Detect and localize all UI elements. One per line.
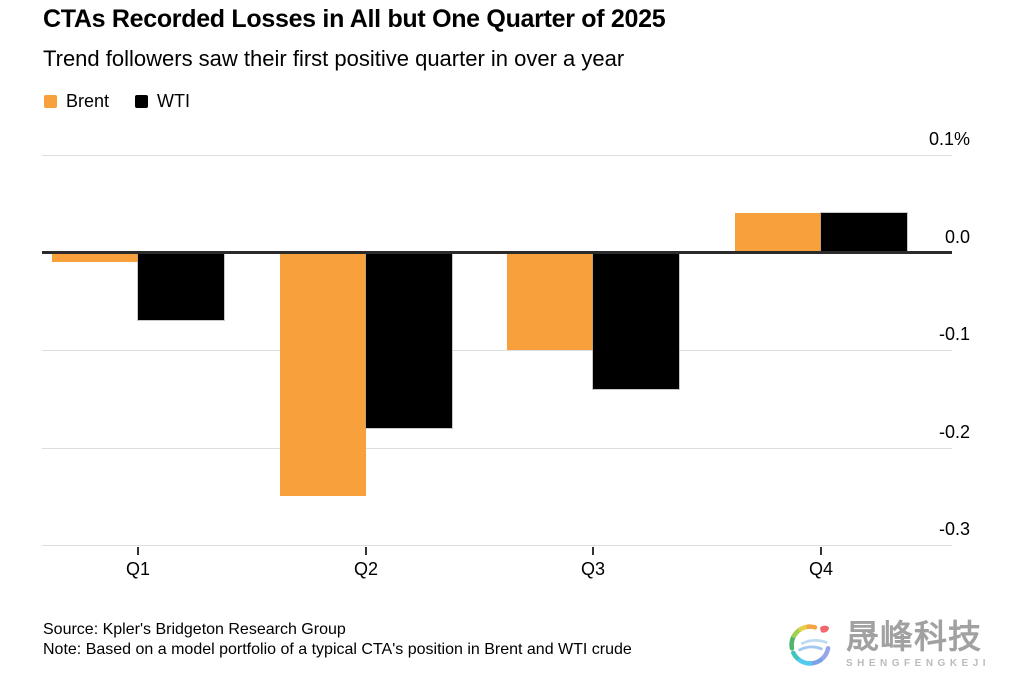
- legend: Brent WTI: [44, 91, 190, 112]
- bar-brent-q3: [507, 252, 593, 350]
- bar-wti-q2: [366, 252, 452, 428]
- watermark: 晟峰科技 SHENGFENGKEJI: [784, 618, 990, 672]
- watermark-name-zh: 晟峰科技: [846, 618, 982, 655]
- chart-subtitle: Trend followers saw their first positive…: [43, 46, 625, 71]
- x-axis-tick-label: Q3: [580, 559, 605, 579]
- x-axis-tick: [820, 547, 822, 555]
- chart-title: CTAs Recorded Losses in All but One Quar…: [43, 5, 666, 33]
- x-axis-tick: [592, 547, 594, 555]
- gridline: [42, 448, 952, 449]
- y-axis-tick-label: -0.1: [938, 324, 970, 344]
- legend-item-wti: WTI: [135, 91, 190, 112]
- legend-item-brent: Brent: [44, 91, 109, 112]
- x-axis-tick-label: Q1: [125, 559, 150, 579]
- gridline: [42, 545, 952, 546]
- source-note: Source: Kpler's Bridgeton Research Group: [43, 621, 346, 638]
- watermark-name-en: SHENGFENGKEJI: [846, 658, 991, 669]
- x-axis-tick: [365, 547, 367, 555]
- legend-swatch-brent: [44, 95, 57, 108]
- y-axis-tick-label: 0.1%: [928, 129, 970, 149]
- bar-wti-q4: [821, 213, 907, 252]
- legend-label: WTI: [157, 91, 191, 111]
- bar-brent-q1: [52, 252, 138, 262]
- methodology-note: Note: Based on a model portfolio of a ty…: [43, 641, 632, 658]
- bar-brent-q2: [280, 252, 366, 496]
- footer: Source: Kpler's Bridgeton Research Group…: [43, 620, 632, 660]
- bar-wti-q1: [138, 252, 224, 320]
- legend-swatch-wti: [135, 95, 149, 108]
- shengfeng-logo-icon: [789, 624, 831, 666]
- x-axis-tick-label: Q4: [808, 559, 833, 579]
- legend-label: Brent: [66, 91, 110, 111]
- x-axis-tick: [137, 547, 139, 555]
- gridline: [42, 350, 952, 351]
- y-axis-tick-label: 0.0: [944, 227, 970, 247]
- y-axis-tick-label: -0.3: [938, 519, 970, 539]
- x-axis-tick-label: Q2: [353, 559, 378, 579]
- bar-brent-q4: [735, 213, 821, 252]
- zero-gridline: [42, 251, 952, 254]
- gridline: [42, 155, 952, 156]
- bar-wti-q3: [593, 252, 679, 389]
- y-axis-tick-label: -0.2: [938, 422, 970, 442]
